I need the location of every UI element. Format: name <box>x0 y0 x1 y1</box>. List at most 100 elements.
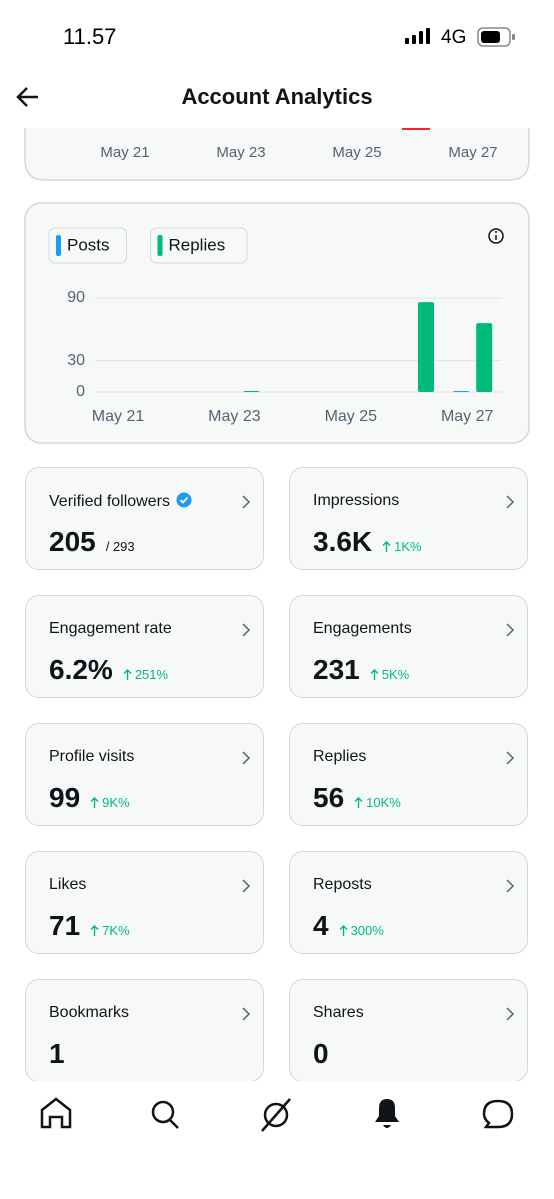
stat-value: 71 7K% <box>49 910 130 942</box>
y-tick-label: 0 <box>76 383 85 400</box>
stat-change: 251% <box>123 667 168 682</box>
stat-label-text: Engagement rate <box>49 620 172 637</box>
stat-label: Engagement rate <box>49 620 172 638</box>
up-arrow <box>370 669 379 680</box>
stat-card[interactable]: Reposts 4 300% <box>289 851 528 954</box>
search-tab[interactable] <box>151 1100 179 1129</box>
stat-card[interactable]: Shares 0 <box>289 979 528 1082</box>
stat-change-text: 5K% <box>381 667 410 682</box>
back-button[interactable] <box>16 87 38 107</box>
messages-tab[interactable] <box>482 1099 514 1129</box>
stat-change-text: 7K% <box>102 923 130 938</box>
stat-label: Shares <box>313 1004 364 1022</box>
stat-value: 205 / 293 <box>49 526 135 558</box>
stat-change: 10K% <box>354 795 401 810</box>
stat-label-text: Engagements <box>313 620 412 637</box>
stat-label-text: Impressions <box>313 492 400 509</box>
stat-change: 5K% <box>370 667 409 682</box>
stat-label-text: Replies <box>313 748 367 765</box>
stat-value-text: 0 <box>313 1038 329 1069</box>
stat-value: 99 9K% <box>49 782 130 814</box>
x-tick-label: May 21 <box>100 144 149 161</box>
stat-label: Engagements <box>313 620 412 638</box>
stat-label: Profile visits <box>49 748 134 766</box>
stat-card[interactable]: Engagements 231 5K% <box>289 595 528 698</box>
x-tick-label: May 21 <box>92 408 145 425</box>
x-tick-label: May 23 <box>208 408 261 425</box>
chevron <box>242 495 251 509</box>
stat-label-text: Shares <box>313 1004 364 1021</box>
chevron <box>242 1007 251 1021</box>
stat-card[interactable]: Profile visits 99 9K% <box>25 723 264 826</box>
chart-card <box>24 202 530 444</box>
stat-card[interactable]: Likes 71 7K% <box>25 851 264 954</box>
stat-label-text: Reposts <box>313 876 372 893</box>
info-icon[interactable] <box>488 228 504 244</box>
bar <box>453 390 470 392</box>
stat-value: 56 10K% <box>313 782 401 814</box>
up-arrow <box>90 797 99 808</box>
chevron <box>242 751 251 765</box>
stat-value-text: 99 <box>49 782 81 813</box>
grok-tab[interactable] <box>261 1098 291 1132</box>
stat-value-text: 6.2% <box>49 654 113 685</box>
stat-total: / 293 <box>105 539 135 554</box>
stat-change-text: 10K% <box>366 795 401 810</box>
bar <box>476 323 493 392</box>
stat-value-text: 71 <box>49 910 81 941</box>
stat-label-text: Verified followers <box>49 493 170 510</box>
stat-value-text: 4 <box>313 910 329 941</box>
notifications-tab[interactable] <box>375 1099 399 1128</box>
x-tick-label: May 25 <box>332 144 381 161</box>
stat-card[interactable]: Verified followers 205 / 293 <box>25 467 264 570</box>
stat-value-text: 3.6K <box>313 526 373 557</box>
stat-label: Verified followers <box>49 492 192 511</box>
stat-change: 7K% <box>90 923 130 938</box>
battery-icon <box>477 27 515 47</box>
network-label: 4G <box>441 27 466 48</box>
up-arrow <box>382 541 391 552</box>
stat-value-text: 56 <box>313 782 345 813</box>
signal-icon <box>405 28 430 44</box>
stat-value-text: 231 <box>313 654 360 685</box>
chevron <box>506 879 515 893</box>
stat-label-text: Profile visits <box>49 748 135 765</box>
home-tab[interactable] <box>40 1097 72 1129</box>
stat-change: 9K% <box>90 795 130 810</box>
up-arrow <box>354 797 363 808</box>
legend-item[interactable]: Replies <box>150 227 248 264</box>
up-arrow <box>90 925 99 936</box>
stat-value: 3.6K 1K% <box>313 526 422 558</box>
stat-label: Replies <box>313 748 366 766</box>
legend-item[interactable]: Posts <box>48 227 127 264</box>
stat-value: 4 300% <box>313 910 384 942</box>
chevron <box>506 1007 515 1021</box>
page-title: Account Analytics <box>181 84 372 109</box>
stat-label: Reposts <box>313 876 372 894</box>
stat-card[interactable]: Impressions 3.6K 1K% <box>289 467 528 570</box>
stat-card[interactable]: Replies 56 10K% <box>289 723 528 826</box>
chevron <box>242 623 251 637</box>
x-tick-label: May 27 <box>448 144 497 161</box>
stat-change-text: 1K% <box>394 539 422 554</box>
bottom-nav-layer <box>0 1081 554 1199</box>
stat-label: Bookmarks <box>49 1004 129 1022</box>
legend-label: Posts <box>67 235 110 254</box>
stat-card[interactable]: Bookmarks 1 <box>25 979 264 1082</box>
chevron <box>506 495 515 509</box>
y-tick-label: 90 <box>67 289 85 306</box>
x-tick-label: May 23 <box>216 144 265 161</box>
previous-chart-card <box>24 128 530 181</box>
stat-value: 0 <box>313 1038 329 1070</box>
x-tick-label: May 25 <box>325 408 378 425</box>
up-arrow <box>339 925 348 936</box>
stat-card[interactable]: Engagement rate 6.2% 251% <box>25 595 264 698</box>
stat-label-text: Likes <box>49 876 87 893</box>
up-arrow <box>123 669 132 680</box>
stat-label: Impressions <box>313 492 399 510</box>
chevron <box>242 879 251 893</box>
stat-change-text: 251% <box>134 667 169 682</box>
stat-change-text: 9K% <box>102 795 130 810</box>
